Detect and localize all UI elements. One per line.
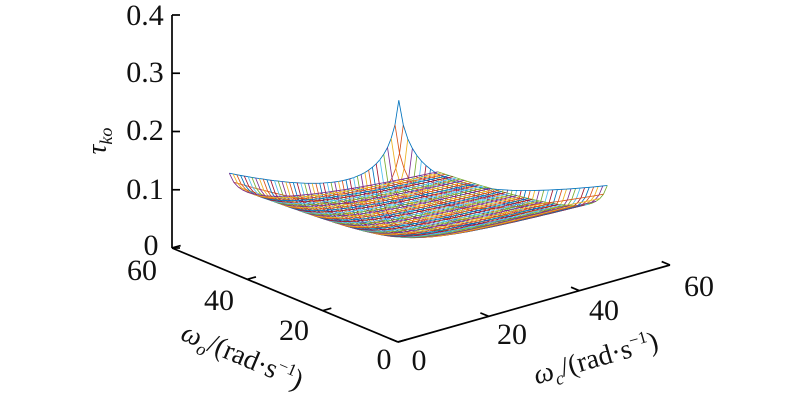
z-tick-0.2: 0.2 xyxy=(126,114,164,147)
tau-symbol: τ xyxy=(81,144,112,155)
z-tick-0.3: 0.3 xyxy=(126,56,164,89)
omega-o-tick-0: 0 xyxy=(376,343,392,376)
omega-c-tick-60: 60 xyxy=(684,270,714,303)
omega-c-tick-20: 20 xyxy=(497,318,527,351)
omega-c-tick-0: 0 xyxy=(411,344,427,377)
omega-o-tick-20: 20 xyxy=(279,314,309,347)
z-tick-0.4: 0.4 xyxy=(126,0,164,32)
tau-subscript: ko xyxy=(95,127,116,145)
omega-c-tick-40: 40 xyxy=(589,294,619,327)
omega-o-tick-40: 40 xyxy=(204,284,234,317)
z-tick-0: 0 xyxy=(143,229,159,262)
omega-o-tick-60: 60 xyxy=(127,254,157,287)
z-axis-label: τko xyxy=(81,128,116,155)
z-tick-0.1: 0.1 xyxy=(126,173,164,206)
